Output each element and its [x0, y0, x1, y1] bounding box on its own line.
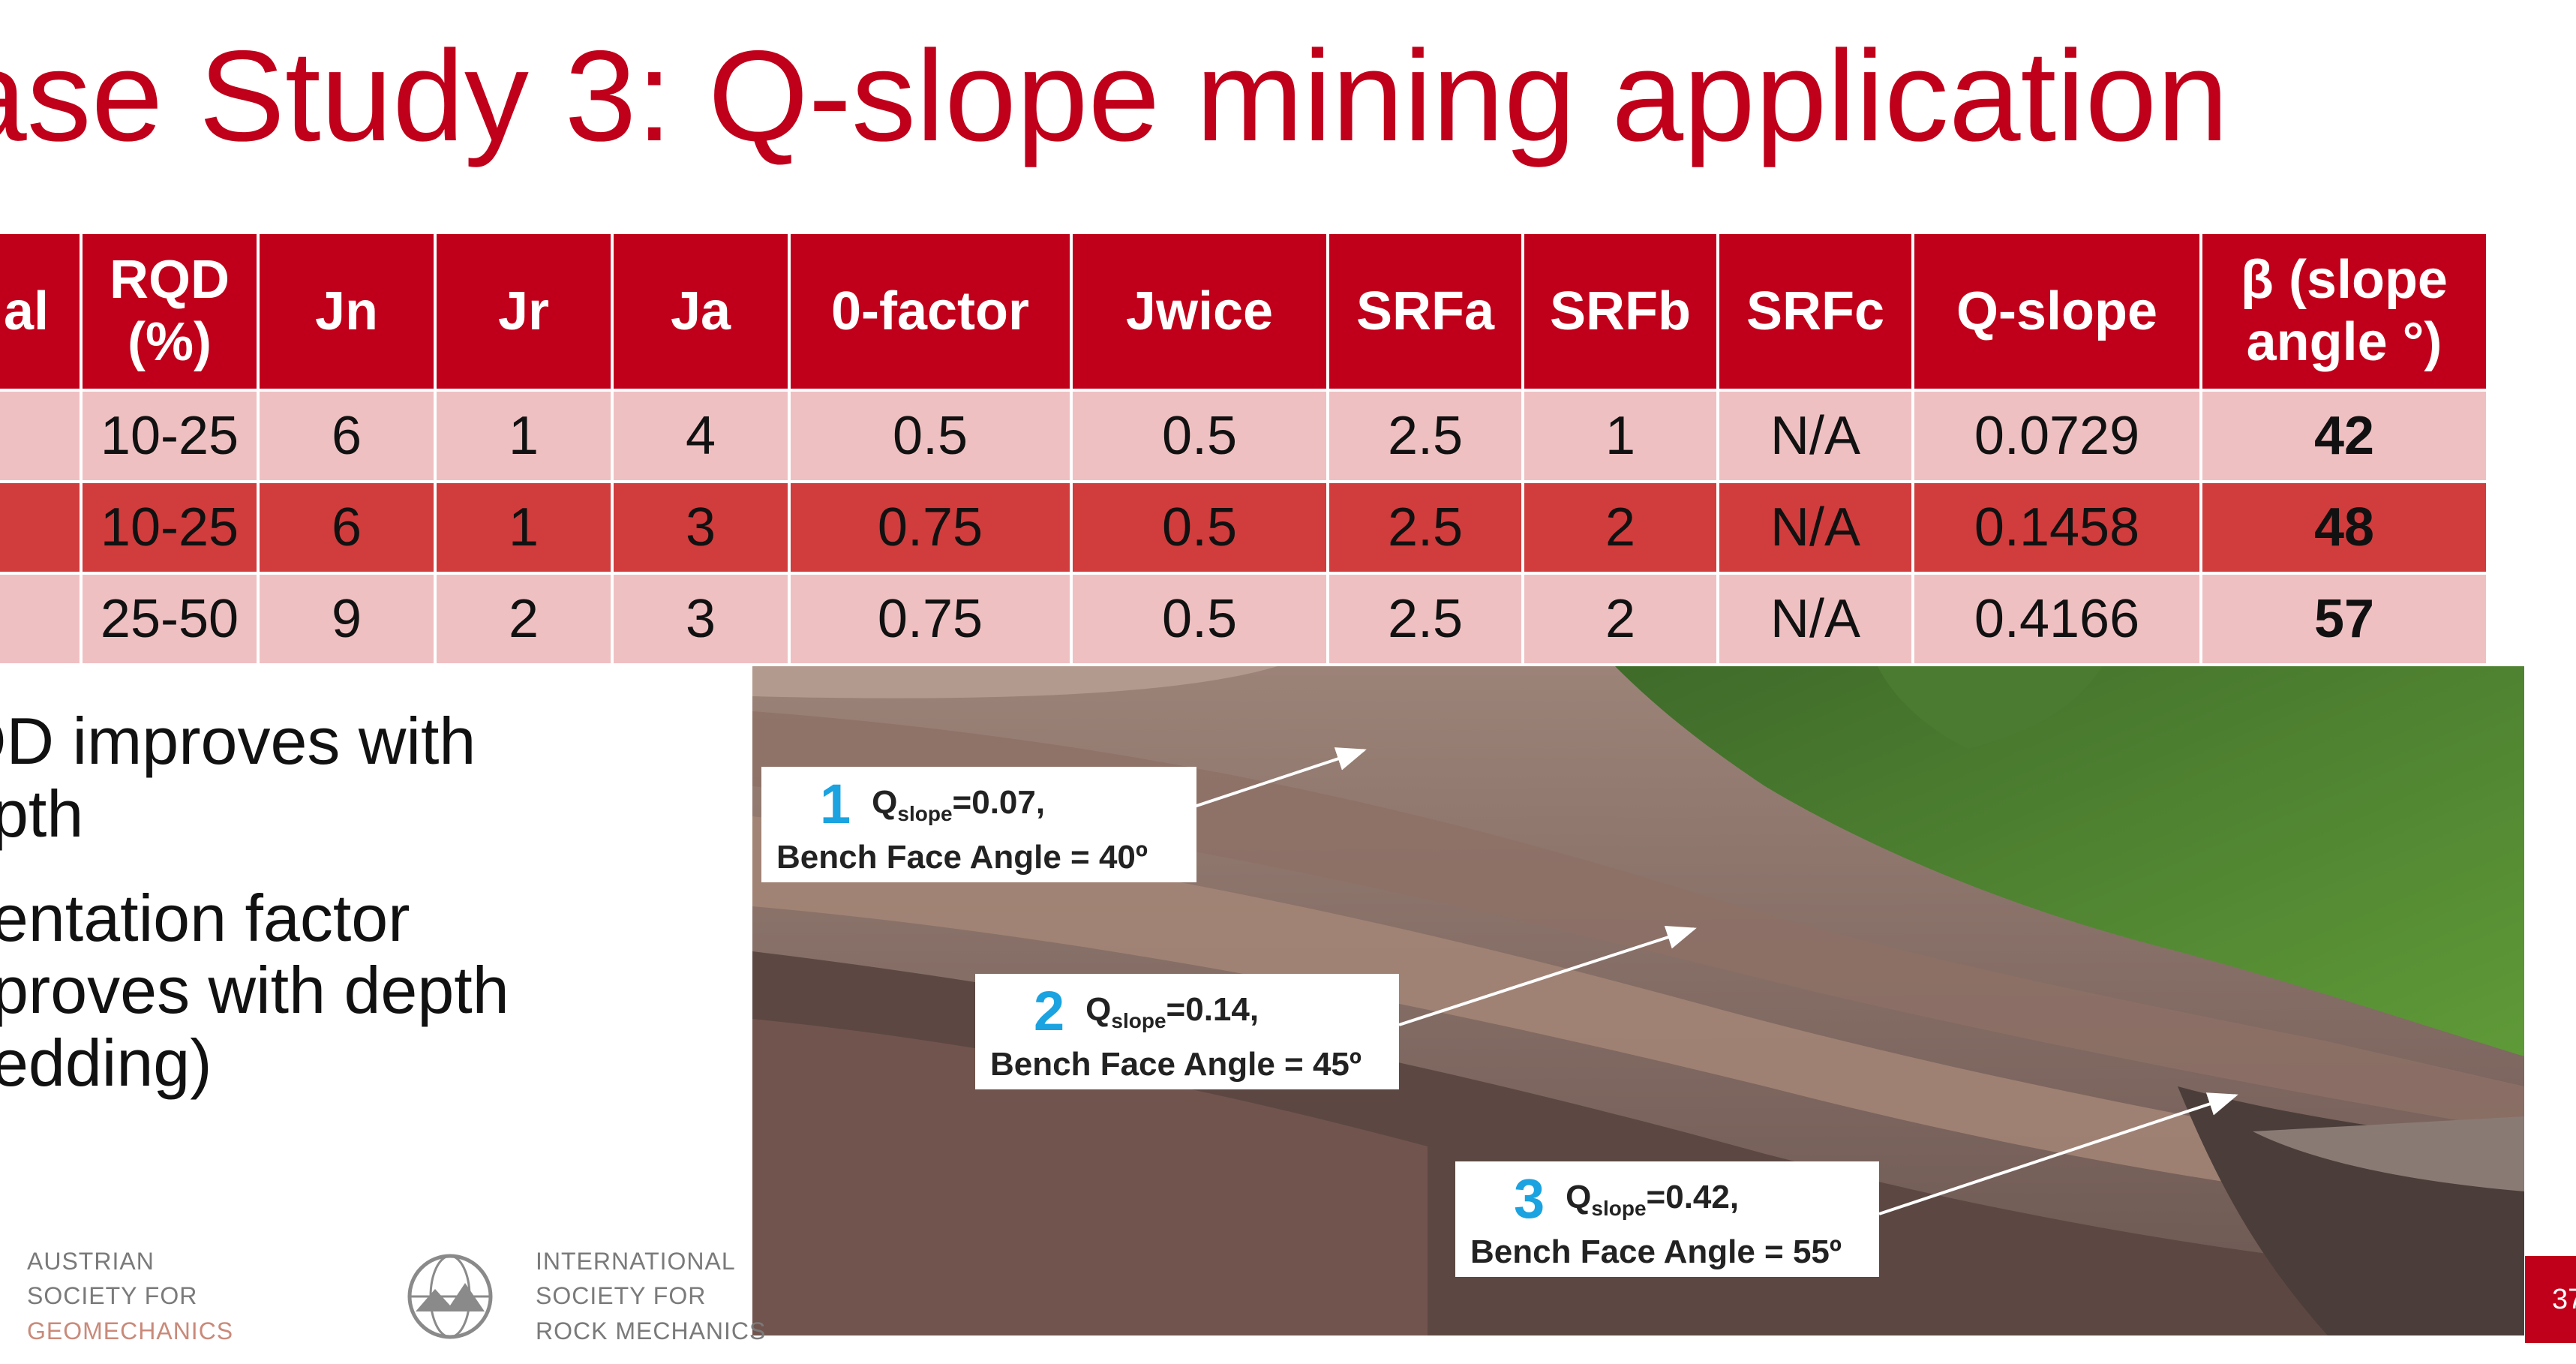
table-cell: N/A: [1716, 389, 1914, 483]
table-cell: 6: [257, 389, 437, 483]
callout-number: 3: [1514, 1167, 1545, 1230]
slope-angle-cell: 48: [2199, 480, 2489, 575]
table-cell: 25-50: [80, 572, 260, 666]
table-cell: 0.75: [788, 480, 1073, 575]
table-cell: 6: [257, 480, 437, 575]
table-header-row: al RQD (%) Jn Jr Ja 0-factor Jwice SRFa …: [0, 231, 2489, 392]
header-cell: SRFa: [1326, 231, 1524, 392]
table-row: 10-25 6 1 3 0.75 0.5 2.5 2 N/A 0.1458 48: [0, 480, 2489, 575]
header-cell: Jr: [434, 231, 614, 392]
page-number: 37: [2525, 1256, 2576, 1343]
slope-angle-cell: 42: [2199, 389, 2489, 483]
header-cell: Q-slope: [1911, 231, 2202, 392]
table-cell: 4: [611, 389, 791, 483]
table-cell: [0, 572, 83, 666]
austrian-society-logo-text: AUSTRIAN SOCIETY FOR GEOMECHANICS: [27, 1248, 234, 1344]
table-cell: 2: [434, 572, 614, 666]
table-cell: 2: [1521, 480, 1719, 575]
table-cell: 0.75: [788, 572, 1073, 666]
table-cell: 1: [434, 480, 614, 575]
q-slope-label: Qslope=0.42,: [1566, 1178, 1740, 1220]
table-cell: 0.0729: [1911, 389, 2202, 483]
header-cell: 0-factor: [788, 231, 1073, 392]
callout-1: 1 Qslope=0.07, Bench Face Angle = 40º: [761, 767, 1196, 882]
header-cell: Jn: [257, 231, 437, 392]
table-cell: 3: [611, 480, 791, 575]
table-row: 10-25 6 1 4 0.5 0.5 2.5 1 N/A 0.0729 42: [0, 389, 2489, 483]
table-cell: 1: [434, 389, 614, 483]
table-cell: 2.5: [1326, 480, 1524, 575]
table-cell: 0.5: [788, 389, 1073, 483]
callout-2: 2 Qslope=0.14, Bench Face Angle = 45º: [975, 974, 1399, 1089]
callout-3: 3 Qslope=0.42, Bench Face Angle = 55º: [1455, 1161, 1879, 1277]
table-cell: 2: [1521, 572, 1719, 666]
table-cell: 0.5: [1070, 572, 1329, 666]
table-cell: [0, 389, 83, 483]
header-cell: Ja: [611, 231, 791, 392]
table-cell: [0, 480, 83, 575]
bullet-item: rientation factor nproves with depth oed…: [0, 880, 509, 1101]
q-slope-label: Qslope=0.07,: [872, 783, 1046, 825]
bench-face-angle: Bench Face Angle = 40º: [776, 838, 1148, 876]
header-cell: RQD (%): [80, 231, 260, 392]
bullet-item: QD improves with epth: [0, 704, 476, 851]
table-cell: 9: [257, 572, 437, 666]
slide-title: ase Study 3: Q-slope mining application: [0, 24, 2229, 168]
slope-angle-cell: 57: [2199, 572, 2489, 666]
callout-number: 1: [820, 773, 851, 835]
header-cell: Jwice: [1070, 231, 1329, 392]
isrm-globe-logo: [407, 1254, 493, 1339]
table-cell: 0.5: [1070, 389, 1329, 483]
table-cell: 1: [1521, 389, 1719, 483]
callout-arrows: [1187, 747, 2238, 1215]
header-cell: SRFb: [1521, 231, 1719, 392]
bench-face-angle: Bench Face Angle = 45º: [990, 1045, 1362, 1083]
header-cell: al: [0, 231, 83, 392]
callout-number: 2: [1034, 980, 1065, 1042]
q-slope-table: al RQD (%) Jn Jr Ja 0-factor Jwice SRFa …: [0, 231, 2489, 666]
table-cell: 2.5: [1326, 389, 1524, 483]
header-cell: β (slope angle °): [2199, 231, 2489, 392]
header-cell: SRFc: [1716, 231, 1914, 392]
table-cell: N/A: [1716, 480, 1914, 575]
isrm-logo-text: INTERNATIONAL SOCIETY FOR ROCK MECHANICS: [536, 1248, 767, 1344]
table-cell: 0.5: [1070, 480, 1329, 575]
q-slope-label: Qslope=0.14,: [1085, 990, 1259, 1032]
bench-face-angle: Bench Face Angle = 55º: [1470, 1233, 1842, 1270]
table-cell: 2.5: [1326, 572, 1524, 666]
table-cell: 10-25: [80, 480, 260, 575]
table-row: 25-50 9 2 3 0.75 0.5 2.5 2 N/A 0.4166 57: [0, 572, 2489, 666]
bullet-list: QD improves with epth rientation factor …: [0, 705, 525, 1131]
table-cell: 3: [611, 572, 791, 666]
table-cell: 0.4166: [1911, 572, 2202, 666]
table-cell: 10-25: [80, 389, 260, 483]
table-cell: 0.1458: [1911, 480, 2202, 575]
table-cell: N/A: [1716, 572, 1914, 666]
